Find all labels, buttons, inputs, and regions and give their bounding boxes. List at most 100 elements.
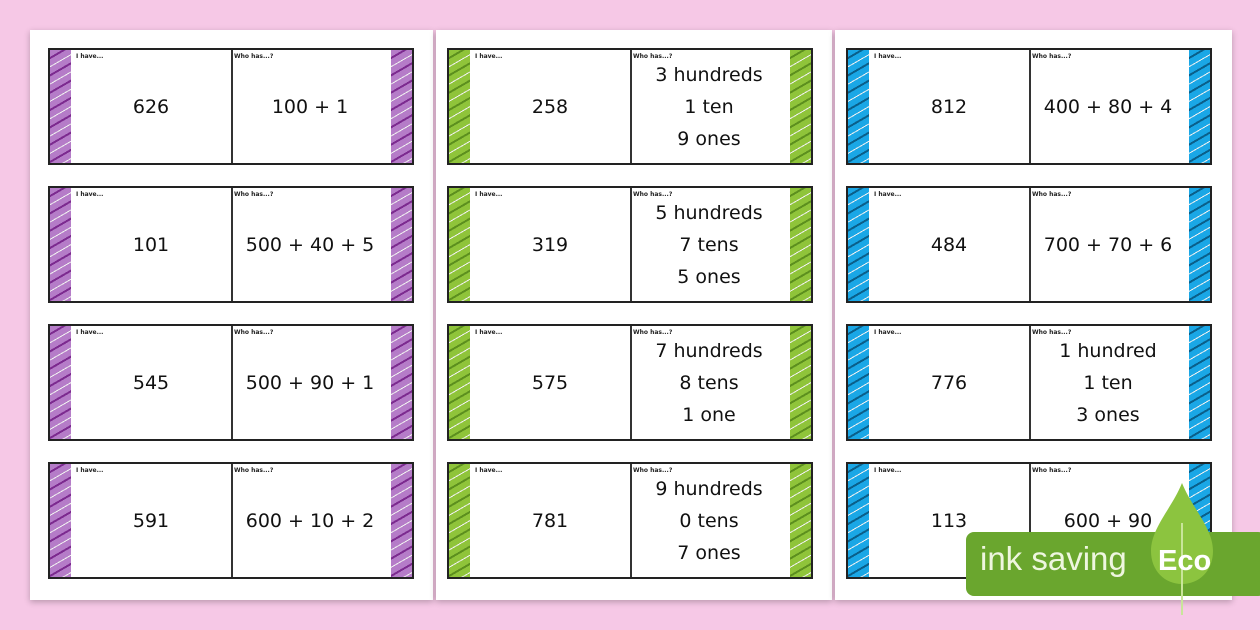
who-has-panel: Who has...? 600 + 90 <box>1027 464 1189 577</box>
i-have-panel: I have... 575 <box>470 326 632 439</box>
who-has-value: 1 one <box>682 403 736 426</box>
color-strip <box>50 326 71 439</box>
who-has-panel: Who has...? 700 + 70 + 6 <box>1027 188 1189 301</box>
color-strip <box>848 50 869 163</box>
domino-card: I have... 545 Who has...? 500 + 90 + 1 <box>48 324 414 441</box>
have-value: 575 <box>531 371 569 394</box>
domino-card: I have... 484 Who has...? 700 + 70 + 6 <box>846 186 1212 303</box>
have-value: 776 <box>930 371 968 394</box>
who-has-label: Who has...? <box>1032 191 1072 198</box>
i-have-label: I have... <box>874 329 902 336</box>
i-have-panel: I have... 319 <box>470 188 632 301</box>
i-have-panel: I have... 781 <box>470 464 632 577</box>
who-has-panel: Who has...? 7 hundreds 8 tens 1 one <box>628 326 790 439</box>
who-has-panel: Who has...? 3 hundreds 1 ten 9 ones <box>628 50 790 163</box>
i-have-label: I have... <box>475 53 503 60</box>
have-value: 113 <box>930 509 968 532</box>
domino-card: I have... 781 Who has...? 9 hundreds 0 te… <box>447 462 813 579</box>
color-strip <box>391 464 412 577</box>
color-strip <box>848 188 869 301</box>
ink-saving-text: ink saving <box>980 540 1127 577</box>
who-has-value: 600 + 10 + 2 <box>245 509 375 532</box>
who-has-value: 0 tens <box>679 509 739 532</box>
who-has-value: 7 tens <box>679 233 739 256</box>
i-have-panel: I have... 113 <box>869 464 1031 577</box>
i-have-label: I have... <box>475 329 503 336</box>
who-has-label: Who has...? <box>234 329 274 336</box>
who-has-value: 1 ten <box>1083 371 1133 394</box>
i-have-panel: I have... 484 <box>869 188 1031 301</box>
who-has-value: 9 hundreds <box>655 477 763 500</box>
color-strip <box>790 50 811 163</box>
have-value: 591 <box>132 509 170 532</box>
who-has-panel: Who has...? 500 + 90 + 1 <box>229 326 391 439</box>
have-value: 258 <box>531 95 569 118</box>
i-have-panel: I have... 545 <box>71 326 233 439</box>
i-have-label: I have... <box>475 191 503 198</box>
i-have-label: I have... <box>76 53 104 60</box>
color-strip <box>449 188 470 301</box>
eco-label: Eco <box>1158 545 1212 577</box>
who-has-value: 1 hundred <box>1059 339 1157 362</box>
who-has-value: 400 + 80 + 4 <box>1043 95 1173 118</box>
domino-card: I have... 812 Who has...? 400 + 80 + 4 <box>846 48 1212 165</box>
i-have-label: I have... <box>76 329 104 336</box>
color-strip <box>790 464 811 577</box>
color-strip <box>50 464 71 577</box>
i-have-label: I have... <box>874 467 902 474</box>
color-strip <box>391 50 412 163</box>
color-strip <box>449 464 470 577</box>
have-value: 781 <box>531 509 569 532</box>
i-have-panel: I have... 591 <box>71 464 233 577</box>
have-value: 626 <box>132 95 170 118</box>
who-has-value: 1 ten <box>684 95 734 118</box>
i-have-panel: I have... 626 <box>71 50 233 163</box>
i-have-label: I have... <box>76 467 104 474</box>
color-strip <box>391 326 412 439</box>
domino-card: I have... 101 Who has...? 500 + 40 + 5 <box>48 186 414 303</box>
who-has-value: 3 hundreds <box>655 63 763 86</box>
color-strip <box>1189 188 1210 301</box>
have-value: 812 <box>930 95 968 118</box>
have-value: 484 <box>930 233 968 256</box>
who-has-panel: Who has...? 1 hundred 1 ten 3 ones <box>1027 326 1189 439</box>
who-has-label: Who has...? <box>1032 329 1072 336</box>
color-strip <box>50 188 71 301</box>
who-has-value: 500 + 40 + 5 <box>245 233 375 256</box>
i-have-panel: I have... 258 <box>470 50 632 163</box>
i-have-label: I have... <box>874 191 902 198</box>
domino-card: I have... 591 Who has...? 600 + 10 + 2 <box>48 462 414 579</box>
who-has-value: 9 ones <box>677 127 741 150</box>
have-value: 319 <box>531 233 569 256</box>
domino-card: I have... 319 Who has...? 5 hundreds 7 te… <box>447 186 813 303</box>
color-strip <box>848 326 869 439</box>
color-strip <box>790 326 811 439</box>
who-has-panel: Who has...? 100 + 1 <box>229 50 391 163</box>
who-has-value: 8 tens <box>679 371 739 394</box>
have-value: 545 <box>132 371 170 394</box>
who-has-label: Who has...? <box>234 191 274 198</box>
who-has-value: 7 hundreds <box>655 339 763 362</box>
who-has-value: 600 + 90 <box>1063 509 1153 532</box>
domino-card: I have... 626 Who has...? 100 + 1 <box>48 48 414 165</box>
who-has-value: 7 ones <box>677 541 741 564</box>
who-has-label: Who has...? <box>633 53 673 60</box>
who-has-value: 700 + 70 + 6 <box>1043 233 1173 256</box>
domino-card: I have... 575 Who has...? 7 hundreds 8 te… <box>447 324 813 441</box>
who-has-label: Who has...? <box>1032 53 1072 60</box>
color-strip <box>449 50 470 163</box>
who-has-label: Who has...? <box>633 467 673 474</box>
domino-card: I have... 258 Who has...? 3 hundreds 1 te… <box>447 48 813 165</box>
color-strip <box>50 50 71 163</box>
color-strip <box>391 188 412 301</box>
leaf-icon <box>1151 483 1213 615</box>
who-has-panel: Who has...? 9 hundreds 0 tens 7 ones <box>628 464 790 577</box>
i-have-label: I have... <box>874 53 902 60</box>
i-have-panel: I have... 776 <box>869 326 1031 439</box>
i-have-label: I have... <box>76 191 104 198</box>
i-have-panel: I have... 101 <box>71 188 233 301</box>
color-strip <box>1189 50 1210 163</box>
who-has-label: Who has...? <box>234 467 274 474</box>
who-has-label: Who has...? <box>633 191 673 198</box>
who-has-label: Who has...? <box>1032 467 1072 474</box>
